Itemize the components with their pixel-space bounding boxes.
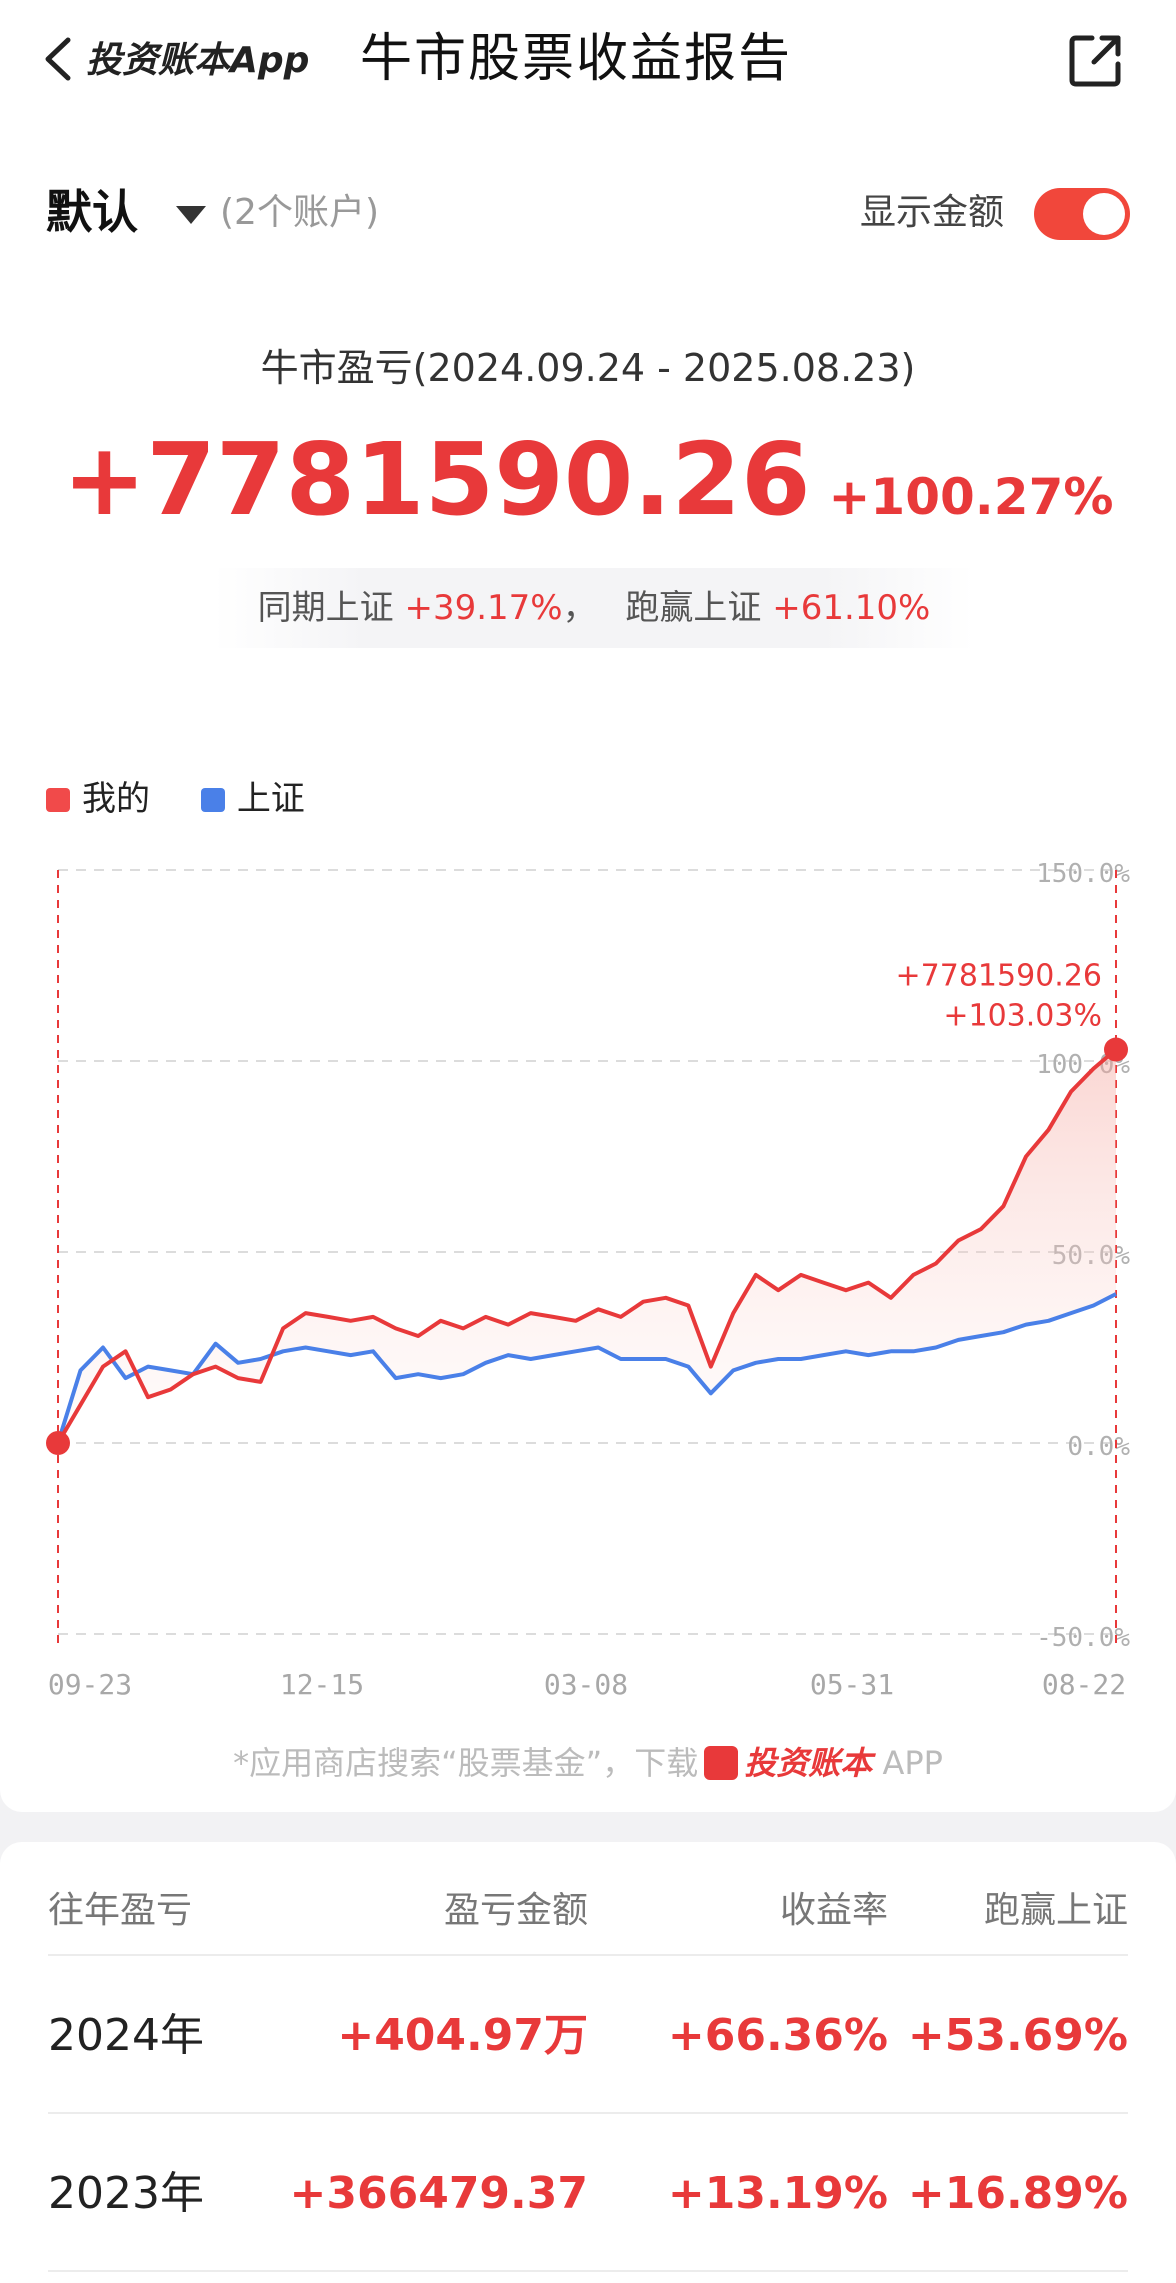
caret-down-icon[interactable] <box>176 206 206 224</box>
end-label-amount: +7781590.26 <box>896 959 1102 994</box>
profit-amount: +7781590.26 <box>62 421 811 538</box>
y-tick-label: -50.0% <box>1036 1623 1130 1653</box>
profit-line-chart[interactable]: 150.0%100.0%50.0%0.0%-50.0%+7781590.26+1… <box>0 840 1176 1710</box>
row-year: 2023年 <box>48 2168 204 2219</box>
row-amount: +366479.37 <box>289 2168 588 2219</box>
compare-value: +39.17% <box>404 588 563 628</box>
beat-value: +61.10% <box>772 588 931 628</box>
legend-label-index: 上证 <box>236 779 305 819</box>
account-row: 默认 (2个账户) 显示金额 <box>0 176 1176 252</box>
row-beat: +16.89% <box>907 2168 1128 2219</box>
account-selector[interactable]: 默认 <box>46 185 138 239</box>
show-amount-label: 显示金额 <box>860 192 1005 233</box>
chart-legend: 我的 上证 <box>46 776 345 822</box>
account-count: (2个账户) <box>220 192 379 233</box>
series-line-index <box>56 1292 1117 1444</box>
start-point <box>46 1431 70 1455</box>
nav-bar: 投资账本App 牛市股票收益报告 <box>0 0 1176 120</box>
series-area-mine <box>58 1049 1116 1443</box>
table-row[interactable]: 2023年 +366479.37 +13.19% +16.89% <box>48 2116 1128 2272</box>
end-label-percent: +103.03% <box>943 999 1102 1034</box>
profit-percent: +100.27% <box>828 468 1114 526</box>
x-tick-label: 08-22 <box>1042 1668 1126 1701</box>
header-beat: 跑赢上证 <box>983 1890 1128 1931</box>
footer-note-text: *应用商店搜索“股票基金”，下载 <box>233 1744 699 1782</box>
series-line-mine <box>56 1047 1118 1445</box>
table-row[interactable]: 2024年 +404.97万 +66.36% +53.69% <box>48 1958 1128 2114</box>
end-point <box>1104 1037 1128 1062</box>
x-tick-label: 03-08 <box>544 1668 628 1701</box>
footer-app: APP <box>882 1744 943 1782</box>
header-year: 往年盈亏 <box>48 1890 193 1931</box>
legend-label-mine: 我的 <box>82 779 150 819</box>
row-year: 2024年 <box>48 2010 204 2061</box>
brand-logo-icon <box>704 1746 739 1780</box>
compare-prefix: 同期上证 <box>257 588 394 628</box>
header-rate: 收益率 <box>779 1890 888 1931</box>
row-amount: +404.97万 <box>337 2010 588 2061</box>
legend-item-index: 上证 <box>200 776 305 822</box>
profit-summary: +7781590.26 +100.27% <box>0 420 1176 569</box>
beat-prefix: 跑赢上证 <box>625 588 762 628</box>
page-title: 牛市股票收益报告 <box>360 29 793 89</box>
compare-separator: ， <box>562 588 597 628</box>
show-amount-toggle[interactable] <box>1034 188 1130 240</box>
y-tick-label: 0.0% <box>1067 1432 1130 1462</box>
row-beat: +53.69% <box>907 2010 1128 2061</box>
x-tick-label: 09-23 <box>48 1668 132 1701</box>
period-title: 牛市盈亏(2024.09.24 - 2025.08.23) <box>260 346 916 390</box>
footer-note: *应用商店搜索“股票基金”，下载 投资账本 APP <box>0 1740 1176 1786</box>
share-icon[interactable] <box>1068 32 1124 88</box>
x-tick-label: 05-31 <box>810 1668 894 1701</box>
legend-swatch-mine <box>46 788 70 812</box>
row-rate: +13.19% <box>667 2168 888 2219</box>
x-tick-label: 12-15 <box>280 1668 364 1701</box>
y-tick-label: 150.0% <box>1036 859 1130 889</box>
yearly-table: 往年盈亏 盈亏金额 收益率 跑赢上证 2024年 +404.97万 +66.36… <box>0 1842 1176 2283</box>
footer-brand: 投资账本 <box>744 1744 873 1782</box>
chevron-left-icon[interactable] <box>42 36 74 82</box>
header-amount: 盈亏金额 <box>443 1890 588 1931</box>
report-card: 投资账本App 牛市股票收益报告 默认 (2个账户) 显示金额 牛市盈亏(202… <box>0 0 1176 1812</box>
toggle-knob <box>1083 193 1125 235</box>
back-label[interactable]: 投资账本App <box>86 40 310 81</box>
legend-item-mine: 我的 <box>46 776 150 822</box>
legend-swatch-index <box>200 788 225 812</box>
row-rate: +66.36% <box>667 2010 888 2061</box>
table-header: 往年盈亏 盈亏金额 收益率 跑赢上证 <box>48 1866 1128 1956</box>
compare-bar: 同期上证 +39.17%， 跑赢上证 +61.10% <box>214 568 974 648</box>
